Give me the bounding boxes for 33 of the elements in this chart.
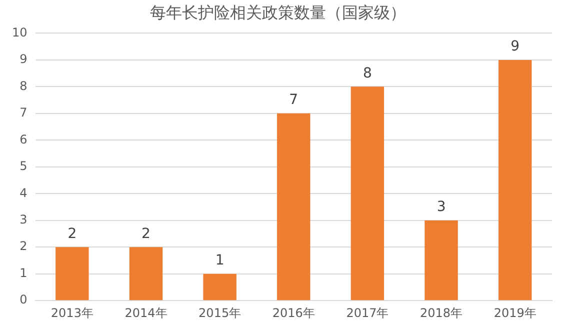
- x-tick-label: 2017年: [346, 306, 389, 320]
- x-tick-label: 2016年: [272, 306, 315, 320]
- bar: [129, 247, 163, 300]
- data-label: 8: [362, 65, 372, 82]
- y-tick-label: 6: [20, 132, 28, 146]
- bar: [277, 113, 310, 300]
- data-label: 2: [142, 226, 150, 242]
- y-tick-label: 1: [20, 266, 28, 280]
- bar: [424, 220, 458, 300]
- bar: [203, 274, 236, 300]
- y-tick-label: 8: [20, 78, 28, 93]
- y-tick-label: 10: [12, 25, 28, 40]
- y-tick-label: 5: [20, 159, 28, 174]
- y-tick-label: 4: [20, 186, 28, 200]
- data-label: 1: [215, 252, 224, 268]
- chart-title: 每年长护险相关政策数量（国家级）: [150, 2, 406, 22]
- data-label: 2: [68, 226, 77, 242]
- data-label: 7: [289, 92, 298, 108]
- x-tick-label: 2013年: [50, 306, 94, 320]
- bar: [56, 247, 89, 300]
- y-tick-label: 3: [20, 212, 28, 227]
- bar: [350, 86, 384, 300]
- x-tick-label: 2018年: [420, 306, 463, 320]
- y-tick-label: 9: [20, 52, 28, 66]
- y-tick-label: 2: [20, 239, 28, 254]
- data-label: 9: [510, 38, 520, 55]
- x-tick-label: 2014年: [124, 306, 168, 320]
- bar: [498, 60, 532, 300]
- x-tick-label: 2015年: [198, 306, 242, 320]
- y-tick-label: 7: [20, 106, 28, 120]
- x-tick-label: 2019年: [494, 306, 536, 320]
- y-tick-label: 0: [20, 292, 28, 307]
- data-label: 3: [436, 199, 446, 216]
